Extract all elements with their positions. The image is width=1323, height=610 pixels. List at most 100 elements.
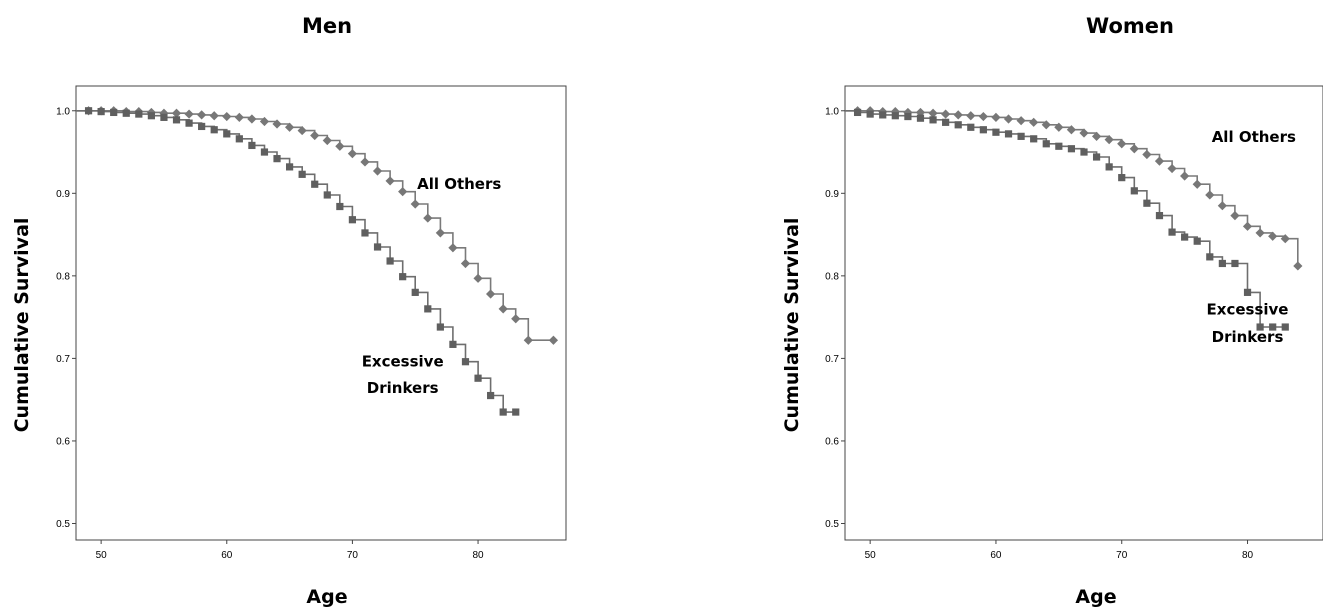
series-annotation: All Others <box>417 175 501 193</box>
excessive-drinkers-marker <box>1055 142 1063 150</box>
all-others-marker <box>1280 234 1290 244</box>
all-others-marker <box>247 114 257 124</box>
all-others-marker <box>498 304 508 314</box>
all-others-marker <box>928 108 938 118</box>
all-others-marker <box>473 273 483 283</box>
all-others-marker <box>1205 190 1215 200</box>
y-axis-label: Cumulative Survival <box>11 218 33 433</box>
y-tick-label: 0.7 <box>825 354 839 365</box>
all-others-marker <box>1192 179 1202 189</box>
excessive-drinkers-marker <box>916 114 925 122</box>
series-annotation: Excessive <box>1207 301 1289 319</box>
excessive-drinkers-marker <box>1105 163 1113 171</box>
y-tick-label: 0.5 <box>56 519 70 530</box>
all-others-marker <box>385 176 395 186</box>
excessive-drinkers-marker <box>84 107 93 115</box>
excessive-drinkers-marker <box>1218 259 1226 268</box>
men-panel: Men Age Cumulative Survival 50 60 70 80 0.5 0.6 0… <box>11 14 567 608</box>
all-others-marker <box>1255 228 1265 238</box>
excessive-drinkers-marker <box>929 116 937 124</box>
all-others-marker <box>548 335 559 345</box>
excessive-drinkers-marker <box>461 358 470 366</box>
excessive-drinkers-marker <box>172 116 181 124</box>
excessive-drinkers-marker <box>311 180 319 188</box>
excessive-drinkers-marker <box>373 243 382 251</box>
excessive-drinkers-marker <box>210 126 218 134</box>
excessive-drinkers-marker <box>185 119 193 127</box>
excessive-drinkers-marker <box>992 128 1000 136</box>
excessive-drinkers-marker <box>1042 140 1050 148</box>
all-others-marker <box>1154 156 1165 166</box>
excessive-drinkers-marker <box>1118 174 1126 182</box>
plot-area <box>76 106 559 416</box>
chart-title: Women <box>1086 14 1174 38</box>
all-others-marker <box>966 111 976 121</box>
excessive-drinkers-marker <box>135 110 143 118</box>
x-tick-label: 50 <box>96 550 108 561</box>
plot-area <box>845 106 1303 331</box>
all-others-marker <box>259 116 270 127</box>
excessive-drinkers-marker <box>904 112 912 121</box>
all-others-marker <box>1293 261 1303 271</box>
all-others-marker <box>448 243 458 253</box>
excessive-drinkers-marker <box>449 340 457 348</box>
all-others-marker <box>1268 231 1278 241</box>
excessive-drinkers-marker <box>1067 145 1076 153</box>
all-others-marker <box>171 108 182 118</box>
excessive-drinkers-marker <box>979 126 987 134</box>
excessive-drinkers-marker <box>1030 135 1038 143</box>
excessive-drinkers-marker <box>235 135 243 143</box>
excessive-drinkers-marker <box>323 191 331 199</box>
excessive-drinkers-marker <box>853 108 862 117</box>
x-axis-label: Age <box>306 586 347 608</box>
all-others-marker <box>1180 171 1190 181</box>
all-others-marker <box>1217 201 1227 211</box>
excessive-drinkers-marker <box>1080 148 1088 156</box>
y-tick-label: 0.9 <box>56 189 70 200</box>
chart-title: Men <box>302 14 352 38</box>
all-others-marker <box>1117 139 1127 149</box>
all-others-marker <box>209 111 219 121</box>
all-others-marker <box>991 112 1001 122</box>
y-tick-label: 0.6 <box>56 436 70 447</box>
excessive-drinkers-marker <box>223 130 231 138</box>
all-others-marker <box>523 335 533 345</box>
excessive-drinkers-marker <box>1092 153 1101 161</box>
excessive-drinkers-marker <box>967 123 975 131</box>
excessive-drinkers-marker <box>1256 323 1264 331</box>
excessive-drinkers-marker <box>386 257 394 265</box>
all-others-marker <box>486 289 496 299</box>
all-others-marker <box>1003 114 1014 124</box>
all-others-marker <box>347 149 358 159</box>
y-tick-label: 0.8 <box>825 271 839 282</box>
all-others-marker <box>1079 128 1089 138</box>
all-others-marker <box>435 228 445 238</box>
excessive-drinkers-marker <box>348 216 357 224</box>
all-others-marker <box>1129 144 1139 154</box>
excessive-drinkers-marker <box>285 163 294 171</box>
excessive-drinkers-marker <box>1155 211 1164 220</box>
all-others-marker <box>322 135 332 146</box>
y-tick-label: 0.5 <box>825 519 839 530</box>
x-tick-label: 50 <box>865 550 877 561</box>
excessive-drinkers-marker <box>147 112 155 120</box>
excessive-drinkers-marker <box>891 112 899 120</box>
excessive-drinkers-marker <box>879 111 887 119</box>
series-annotation: Drinkers <box>367 379 439 397</box>
all-others-marker <box>511 314 521 324</box>
excessive-drinkers-line <box>76 110 516 413</box>
all-others-marker <box>978 111 988 122</box>
y-axis-label: Cumulative Survival <box>781 218 803 433</box>
x-tick-label: 60 <box>221 550 233 561</box>
excessive-drinkers-marker <box>436 323 444 331</box>
all-others-marker <box>310 130 320 141</box>
all-others-marker <box>1029 117 1039 127</box>
excessive-drinkers-marker <box>1143 199 1151 207</box>
all-others-marker <box>272 119 282 129</box>
excessive-drinkers-marker <box>411 288 419 296</box>
excessive-drinkers-marker <box>1181 233 1189 241</box>
excessive-drinkers-marker <box>260 148 269 156</box>
all-others-marker <box>1041 120 1051 130</box>
excessive-drinkers-marker <box>110 108 118 117</box>
